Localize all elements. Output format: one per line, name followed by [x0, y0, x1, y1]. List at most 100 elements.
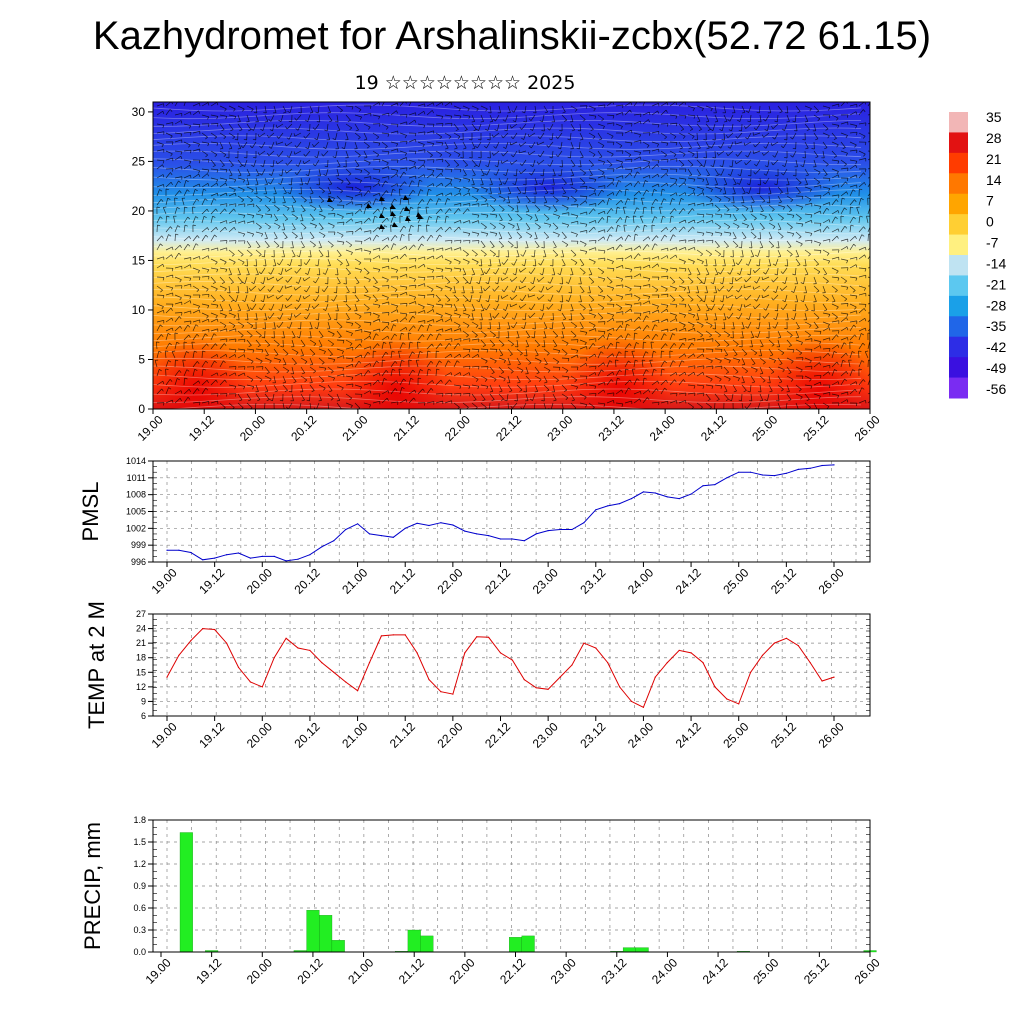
pmsl-ylabel: PMSL — [78, 482, 103, 542]
precip-y-tick-label: 0.6 — [133, 903, 146, 913]
temp-point — [535, 687, 537, 689]
colorbar-label: 7 — [986, 193, 994, 209]
precip-y-tick-label: 0.3 — [133, 925, 146, 935]
wind-pennant-6 — [390, 211, 396, 216]
pmsl-point — [797, 468, 799, 470]
temp-point — [523, 679, 525, 681]
temp-point — [678, 649, 680, 652]
wind-pennant-2 — [379, 196, 385, 201]
precip-bar — [319, 915, 333, 953]
colorbar-label: 14 — [986, 172, 1002, 188]
heatmap-panel: 0 5 10 15 20 25 30 19.00 19.12 20.00 20.12 21.00 21.… — [132, 101, 883, 444]
precip-x-tick-label: 25.12 — [801, 955, 832, 986]
temp-point — [321, 662, 323, 664]
pmsl-point — [571, 528, 573, 531]
pmsl-x-tick-label: 24.00 — [625, 565, 656, 596]
temp-point — [547, 688, 549, 690]
pmsl-y-tick-label: 1014 — [126, 456, 146, 466]
precip-x-tick-label: 22.12 — [497, 955, 528, 986]
pmsl-point — [166, 549, 168, 551]
temp-point — [226, 642, 228, 644]
precip-x-tick-label: 25.00 — [750, 955, 781, 986]
temp-point — [190, 640, 192, 642]
wind-pennant-1 — [366, 203, 372, 208]
heatmap-x-tick-label: 23.00 — [544, 412, 575, 443]
colorbar-label: 35 — [986, 109, 1002, 125]
precip-bar — [179, 832, 193, 953]
temp-y-tick-label: 21 — [136, 638, 146, 648]
heatmap-x-tick-label: 22.00 — [442, 412, 473, 443]
pmsl-point — [273, 555, 275, 558]
temp-point — [464, 652, 466, 654]
precip-x-tick-label: 19.12 — [193, 955, 224, 986]
pmsl-point — [440, 522, 442, 524]
wind-pennant-9 — [379, 224, 385, 229]
temp-point — [345, 681, 347, 683]
colorbar-swatch — [949, 152, 968, 174]
heatmap-x-tick-label: 26.00 — [852, 412, 883, 443]
heatmap-y-tick-label: 15 — [132, 253, 146, 267]
temp-x-tick-label: 23.00 — [530, 719, 561, 750]
pmsl-x-tick-label: 24.12 — [673, 565, 704, 596]
temp-ylabel: TEMP at 2 M — [84, 601, 109, 729]
heatmap-y-tick-label: 25 — [132, 154, 146, 168]
pmsl-point — [226, 554, 228, 556]
precip-x-tick-label: 19.00 — [143, 955, 174, 986]
colorbar: 35 28 21 14 7 0 -7 -14 -21 -28 -35 -42 -49 -56 — [949, 109, 1006, 399]
pmsl-y-tick-label: 1008 — [126, 490, 146, 500]
temp-point — [368, 662, 371, 664]
colorbar-swatch — [949, 193, 968, 215]
temp-point — [630, 700, 633, 703]
pmsl-point — [452, 524, 454, 526]
temp-point — [714, 686, 716, 688]
temp-point — [654, 676, 656, 678]
pmsl-point — [690, 493, 692, 495]
pmsl-panel: 996 999 1002 1005 1008 1011 1014 19.00 19.12 20.0… — [78, 456, 871, 597]
pmsl-point — [333, 540, 335, 542]
pmsl-point — [476, 533, 478, 535]
precip-y-tick-label: 0.0 — [133, 947, 146, 957]
heatmap-x-tick-label: 25.00 — [749, 412, 780, 443]
precip-x-tick-label: 23.12 — [598, 955, 629, 986]
precip-y-tick-label: 1.8 — [133, 815, 146, 825]
temp-x-tick-label: 25.00 — [720, 719, 751, 750]
colorbar-label: -35 — [986, 318, 1006, 334]
pmsl-point — [607, 505, 609, 507]
temp-point — [202, 628, 204, 630]
colorbar-swatch — [949, 255, 968, 276]
wind-pennant-11 — [405, 216, 411, 221]
temp-y-tick-label: 27 — [136, 609, 146, 619]
wind-pennant-3 — [390, 204, 396, 209]
pmsl-point — [499, 538, 502, 540]
pmsl-point — [678, 498, 680, 500]
heatmap-x-tick-label: 24.12 — [698, 412, 729, 443]
colorbar-label: 0 — [986, 214, 994, 230]
temp-point — [666, 662, 668, 664]
pmsl-point — [261, 555, 263, 558]
pmsl-point — [714, 484, 716, 486]
chart-title: Kazhydromet for Arshalinskii-zcbx(52.72 … — [92, 14, 932, 58]
temp-point — [237, 666, 240, 669]
precip-y-tick-label: 1.5 — [133, 837, 146, 847]
pmsl-x-tick-label: 22.00 — [434, 565, 465, 596]
pmsl-x-tick-label: 19.00 — [149, 565, 180, 596]
temp-point — [690, 652, 692, 654]
temp-point — [785, 637, 788, 639]
temp-point — [761, 654, 764, 656]
pmsl-point — [702, 485, 704, 487]
temp-point — [166, 676, 168, 678]
pmsl-point — [547, 530, 549, 532]
precip-bar — [420, 935, 434, 953]
heatmap-x-tick-label: 20.00 — [237, 412, 268, 443]
temp-point — [726, 698, 728, 700]
precip-x-tick-label: 24.00 — [649, 955, 680, 986]
temp-point — [392, 634, 394, 636]
temp-point — [571, 664, 573, 666]
temp-point — [309, 649, 311, 652]
temp-point — [452, 693, 454, 695]
temp-x-tick-label: 22.12 — [482, 719, 513, 750]
pmsl-x-tick-label: 20.12 — [292, 565, 323, 596]
heatmap-x-tick-label: 25.12 — [800, 412, 831, 443]
heatmap-field — [153, 102, 870, 409]
temp-x-tick-label: 25.12 — [768, 719, 799, 750]
